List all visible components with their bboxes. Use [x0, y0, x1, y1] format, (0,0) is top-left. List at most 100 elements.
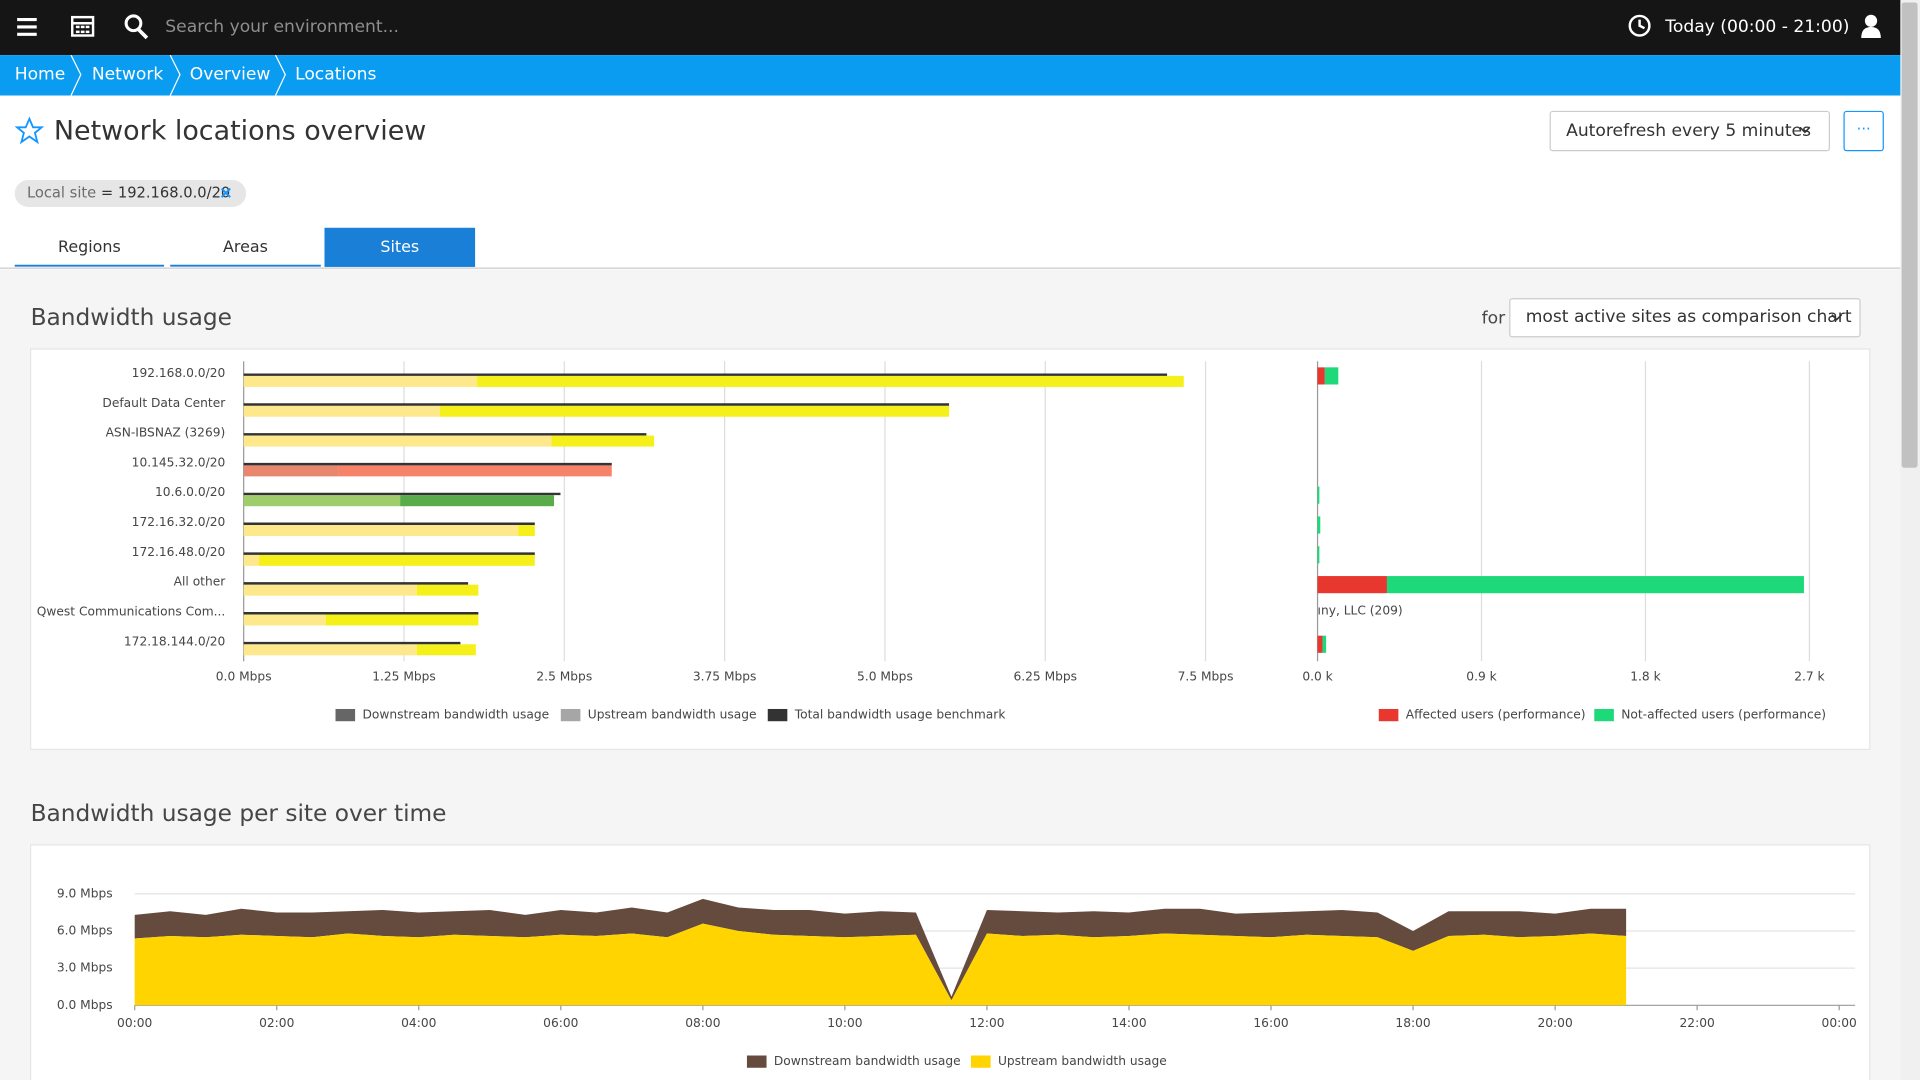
breadcrumb[interactable]: Home: [15, 65, 66, 85]
users-bar: [1317, 516, 1321, 534]
x-tick-label: 7.5 Mbps: [1178, 670, 1234, 684]
x-tick-label: 18:00: [1395, 1016, 1430, 1030]
downstream-bar: [518, 525, 535, 537]
upstream-area: [134, 923, 1627, 1006]
downstream-bar: [416, 644, 476, 656]
legend-label: Downstream bandwidth usage: [774, 1054, 961, 1068]
upstream-bar: [243, 405, 440, 417]
more-button[interactable]: [1843, 110, 1884, 152]
tab[interactable]: [14, 227, 165, 267]
category-label: Default Data Center: [102, 396, 226, 410]
scrollbar-thumb[interactable]: [1901, 2, 1918, 468]
users-chart: 0.0 k 0.9 k 1.8 k 2.7 k ıny, LLC (209) Affect…: [1302, 361, 1826, 722]
category-label: 192.168.0.0/20: [132, 366, 226, 380]
x-tick-label: 10:00: [827, 1016, 862, 1030]
x-tick-label: 22:00: [1680, 1016, 1715, 1030]
x-tick-label: 5.0 Mbps: [857, 670, 913, 684]
section-title: Bandwidth usage per site over time: [31, 800, 447, 827]
users-bar: [1317, 367, 1325, 385]
downstream-bar: [400, 495, 555, 507]
upstream-bar: [243, 554, 260, 566]
filter-remove[interactable]: [220, 187, 231, 198]
timeframe[interactable]: Today (00:00 - 21:00): [1664, 17, 1849, 37]
x-tick-label: 2.7 k: [1794, 670, 1825, 684]
breadcrumb[interactable]: Locations: [295, 65, 376, 85]
filter-value: 192.168.0.0/20: [118, 184, 230, 201]
x-tick-label: 20:00: [1537, 1016, 1572, 1030]
legend-label: Total bandwidth usage benchmark: [794, 708, 1007, 722]
tab[interactable]: [324, 227, 476, 267]
x-tick-label: 12:00: [969, 1016, 1004, 1030]
legend-swatch: [335, 708, 356, 722]
breadcrumb[interactable]: Overview: [190, 65, 271, 85]
x-tick-label: 1.25 Mbps: [372, 670, 436, 684]
bandwidth-chart: 0.0 Mbps 1.25 Mbps 2.5 Mbps 3.75 Mbps 5.0 Mb…: [37, 361, 1234, 722]
category-label: 172.18.144.0/20: [124, 634, 225, 648]
upstream-bar: [243, 644, 417, 656]
x-tick-label: 02:00: [259, 1016, 294, 1030]
users-bar: [1317, 576, 1387, 594]
legend-label: Downstream bandwidth usage: [362, 708, 549, 722]
category-label: Qwest Communications Com...: [37, 605, 226, 619]
filter-chip[interactable]: [14, 180, 247, 207]
x-tick-label: 2.5 Mbps: [536, 670, 592, 684]
x-tick-label: 0.0 Mbps: [216, 670, 272, 684]
breadcrumb-bar: [0, 55, 1901, 96]
legend-label: Affected users (performance): [1406, 708, 1586, 722]
legend-swatch: [971, 1055, 991, 1068]
breadcrumb-separators: [70, 54, 286, 96]
x-tick-label: 08:00: [685, 1016, 720, 1030]
upstream-bar: [243, 614, 326, 626]
favorite-star[interactable]: [14, 116, 45, 145]
category-label: 172.16.48.0/20: [132, 545, 226, 559]
category-label: ASN-IBSNAZ (3269): [106, 426, 226, 440]
users-bar: [1317, 546, 1320, 564]
dashboard-icon[interactable]: [71, 15, 95, 37]
x-tick-label: 16:00: [1253, 1016, 1288, 1030]
downstream-bar: [325, 614, 479, 626]
tab-label: Regions: [58, 237, 121, 256]
users-bar: [1386, 576, 1804, 594]
downstream-bar: [416, 584, 479, 596]
user-icon[interactable]: [1861, 14, 1881, 38]
tab[interactable]: [170, 227, 321, 267]
chart-mode-dropdown[interactable]: [1509, 298, 1861, 338]
downstream-bar: [338, 465, 612, 477]
x-tick-label: 00:00: [117, 1016, 152, 1030]
y-tick-label: 6.0 Mbps: [57, 924, 113, 938]
page-title: Network locations overview: [54, 116, 426, 147]
autorefresh-dropdown[interactable]: [1549, 110, 1830, 152]
y-tick-label: 9.0 Mbps: [57, 886, 113, 900]
downstream-area: [134, 898, 1627, 1001]
x-tick-label: 6.25 Mbps: [1013, 670, 1077, 684]
upstream-bar: [243, 584, 417, 596]
legend-swatch: [1594, 708, 1614, 722]
filter-text: Local site = 192.168.0.0/20: [27, 184, 230, 201]
legend-label: Upstream bandwidth usage: [998, 1054, 1167, 1068]
users-bar: [1317, 635, 1323, 653]
annotation: ıny, LLC (209): [1318, 603, 1403, 617]
legend-swatch: [1378, 708, 1399, 722]
legend-label: Not-affected users (performance): [1621, 708, 1826, 722]
section-title: Bandwidth usage: [31, 304, 232, 331]
upstream-bar: [243, 495, 401, 507]
y-tick-label: 3.0 Mbps: [57, 961, 113, 975]
x-tick-label: 14:00: [1111, 1016, 1146, 1030]
upstream-bar: [243, 525, 519, 537]
legend-label: Upstream bandwidth usage: [588, 708, 757, 722]
upstream-bar: [243, 465, 339, 477]
x-tick-label: 00:00: [1822, 1016, 1857, 1030]
upstream-bar: [243, 435, 552, 447]
x-tick-label: 06:00: [543, 1016, 578, 1030]
downstream-bar: [259, 554, 535, 566]
tab-label: Sites: [380, 237, 419, 256]
search-icon[interactable]: [124, 14, 149, 40]
breadcrumb[interactable]: Network: [92, 65, 164, 85]
x-tick-label: 0.0 k: [1302, 670, 1333, 684]
x-tick-label: 0.9 k: [1466, 670, 1497, 684]
filter-key: Local site: [27, 184, 96, 201]
menu-icon[interactable]: [17, 18, 37, 36]
search-input[interactable]: Search your environment...: [165, 17, 399, 37]
x-tick-label: 1.8 k: [1630, 670, 1661, 684]
